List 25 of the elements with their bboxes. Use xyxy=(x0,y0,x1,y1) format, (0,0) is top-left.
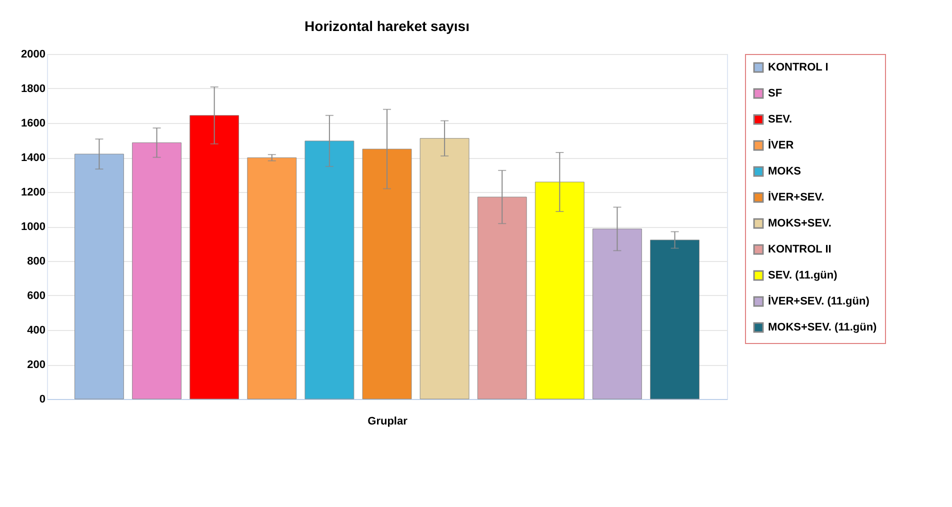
legend-label: İVER xyxy=(768,138,794,152)
y-tick-label: 200 xyxy=(27,359,46,371)
y-tick-label: 800 xyxy=(27,256,46,268)
legend-label: SEV. (11.gün) xyxy=(768,270,838,282)
legend-label: KONTROL II xyxy=(768,244,832,256)
legend-label: SF xyxy=(768,88,782,100)
y-tick-label: 2000 xyxy=(21,48,46,60)
y-tick-label: 0 xyxy=(39,394,46,406)
chart-title: Horizontal hareket sayısı xyxy=(304,18,470,34)
y-tick-label: 400 xyxy=(27,324,46,336)
legend-label: KONTROL I xyxy=(768,62,828,74)
legend-label: MOKS xyxy=(768,166,801,178)
y-tick-label: 1200 xyxy=(21,186,46,198)
legend-label: MOKS+SEV. xyxy=(768,218,832,230)
x-axis-title: Gruplar xyxy=(368,416,408,428)
y-tick-label: 1800 xyxy=(21,83,46,95)
legend-label: MOKS+SEV. (11.gün) xyxy=(768,322,878,334)
legend-label: İVER+SEV. (11.gün) xyxy=(768,294,870,308)
legend-label: İVER+SEV. xyxy=(768,190,824,204)
legend-label: SEV. xyxy=(768,114,792,126)
bar xyxy=(247,157,297,400)
y-tick-label: 600 xyxy=(27,290,46,302)
y-tick-label: 1600 xyxy=(21,118,46,130)
y-tick-label: 1400 xyxy=(21,152,46,164)
y-tick-label: 1000 xyxy=(21,221,46,233)
